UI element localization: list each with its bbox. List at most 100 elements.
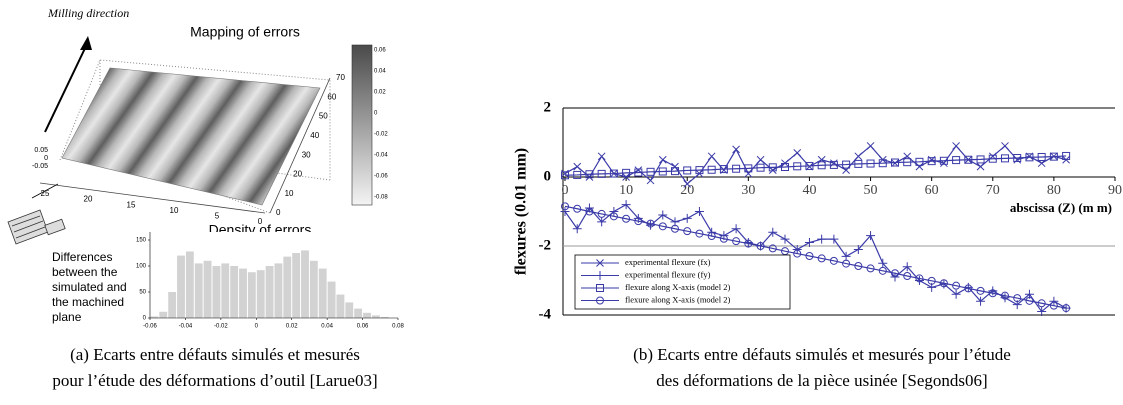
marker — [658, 222, 667, 231]
bar — [203, 260, 212, 318]
marker — [609, 169, 618, 178]
marker — [988, 154, 997, 163]
differences-text: simulated and — [52, 280, 127, 294]
caption-line: (b) Ecarts entre défauts simulés et mesu… — [633, 345, 1011, 364]
marker — [817, 254, 826, 263]
marker — [561, 171, 569, 180]
bar — [354, 308, 363, 318]
y-tick-label: 40 — [310, 131, 319, 140]
marker — [573, 162, 582, 171]
marker — [658, 210, 668, 220]
x-tick-label: 80 — [1047, 183, 1061, 198]
marker — [976, 155, 985, 164]
marker — [1049, 301, 1058, 310]
marker — [793, 249, 802, 258]
marker — [927, 157, 936, 166]
y-tick-label: 50 — [139, 290, 146, 296]
marker — [768, 163, 777, 172]
bar — [283, 256, 292, 318]
marker — [707, 231, 716, 240]
marker — [841, 251, 851, 261]
legend-label: experimental flexure (fy) — [625, 269, 711, 279]
x-tick-label: 70 — [986, 183, 1000, 198]
differences-text: plane — [52, 310, 82, 324]
marker — [902, 262, 912, 272]
marker — [1037, 307, 1047, 317]
bar — [327, 281, 336, 318]
tool-icon — [7, 183, 66, 245]
bar — [371, 315, 380, 318]
marker — [854, 262, 863, 271]
legend-box — [574, 254, 791, 310]
x-tick-label: 15 — [127, 200, 136, 209]
x-tick-label: 0.04 — [321, 324, 333, 330]
x-tick-label: 20 — [680, 183, 694, 198]
marker — [817, 234, 827, 244]
marker — [621, 200, 631, 210]
marker — [573, 204, 582, 213]
marker — [792, 244, 802, 254]
bar — [212, 266, 221, 318]
x-tick-label: -0.04 — [179, 324, 193, 330]
surface-axis — [269, 77, 331, 214]
caption-line: (a) Ecarts entre défauts simulés et mesu… — [70, 345, 360, 364]
marker — [866, 264, 875, 273]
marker — [939, 156, 948, 165]
bar — [230, 266, 239, 318]
y-axis-label: flexures (0.01 mm) — [513, 148, 530, 275]
marker — [609, 212, 618, 221]
marker — [817, 161, 826, 170]
differences-text: between the — [52, 265, 118, 279]
marker — [694, 207, 704, 216]
marker — [829, 256, 838, 265]
marker — [976, 162, 985, 171]
marker — [964, 155, 973, 164]
marker — [829, 234, 839, 244]
marker — [866, 231, 876, 241]
series-line — [564, 144, 1067, 185]
marker — [732, 237, 741, 246]
series-line — [564, 203, 1067, 313]
x-tick-label: 0.06 — [357, 324, 369, 330]
marker — [903, 272, 912, 281]
x-tick-label: 0 — [562, 183, 569, 198]
marker — [671, 167, 679, 176]
marker — [671, 162, 679, 171]
marker — [878, 258, 888, 268]
marker — [866, 159, 875, 168]
marker — [683, 227, 692, 236]
marker — [951, 289, 961, 299]
x-tick-label: 60 — [925, 183, 939, 198]
marker — [634, 168, 643, 177]
series-line — [564, 155, 1067, 176]
bar — [301, 250, 309, 318]
marker — [915, 274, 924, 283]
bar — [194, 263, 203, 318]
marker — [572, 224, 582, 234]
legend-label: flexure along X-axis (model 2) — [625, 282, 730, 292]
marker — [768, 227, 778, 237]
marker — [732, 145, 740, 154]
marker — [609, 207, 619, 216]
marker — [658, 155, 667, 164]
marker — [671, 224, 679, 233]
x-tick-label: 25 — [41, 189, 50, 198]
marker — [695, 229, 704, 238]
marker — [585, 170, 594, 179]
marker — [952, 281, 961, 290]
marker — [903, 158, 912, 167]
marker — [1013, 294, 1022, 303]
marker — [939, 279, 948, 288]
marker — [853, 244, 863, 254]
marker — [756, 163, 765, 172]
marker — [658, 167, 667, 176]
bar — [150, 316, 159, 318]
marker — [646, 167, 655, 176]
legend-marker — [596, 296, 604, 305]
marker — [830, 159, 838, 168]
marker — [585, 207, 594, 216]
z-tick-label: -0.05 — [32, 163, 48, 170]
colorbar-tick-label: -0.08 — [374, 195, 388, 201]
x-tick-label: 5 — [215, 212, 220, 221]
differences-text: Differences — [52, 250, 112, 264]
